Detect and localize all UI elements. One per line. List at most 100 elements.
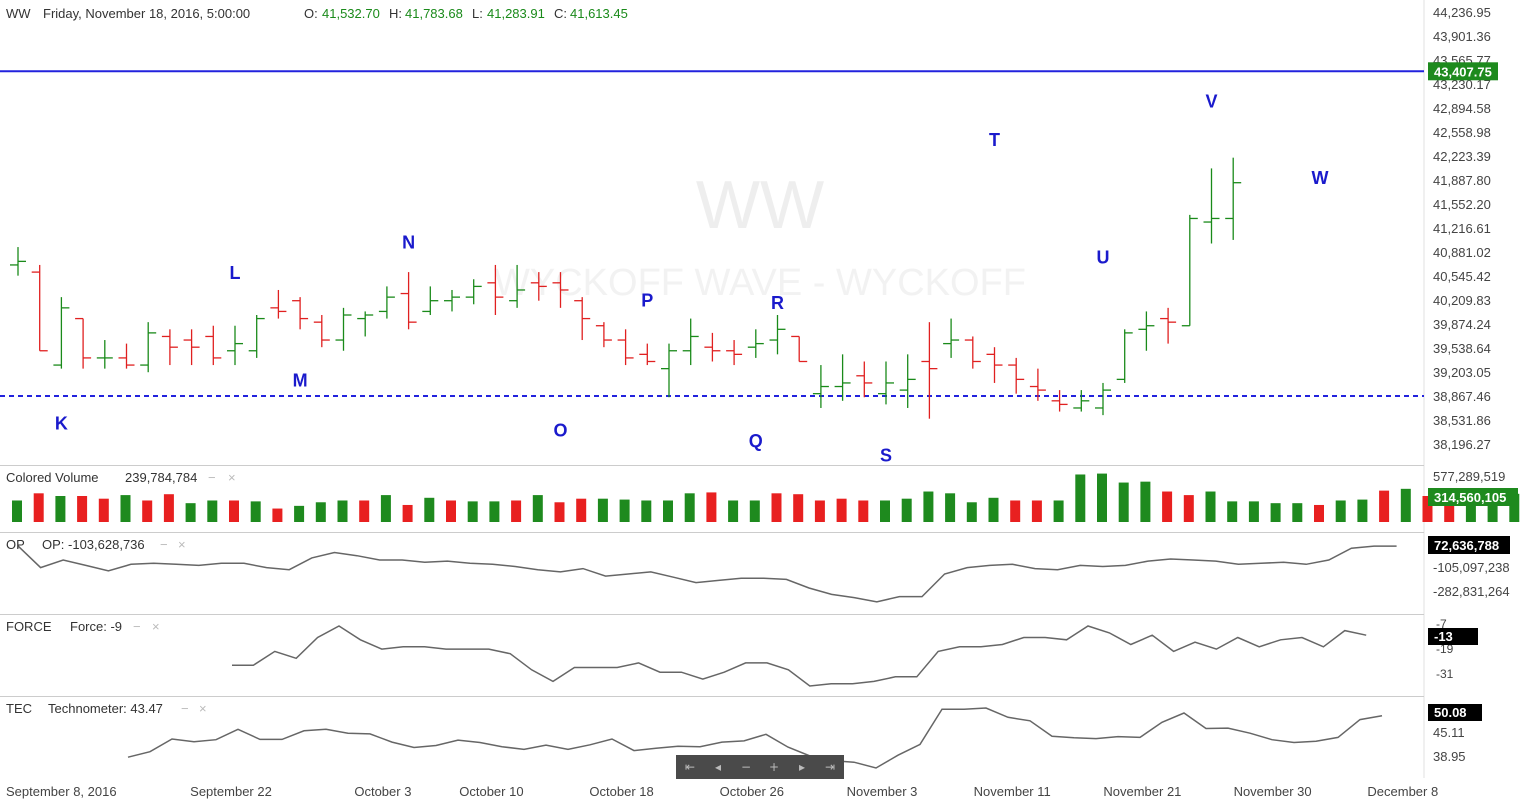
op-panel-minimize-icon[interactable]: − bbox=[160, 537, 168, 552]
last-price-tag bbox=[1428, 62, 1498, 81]
price-axis-tick-label: 43,901.36 bbox=[1433, 29, 1491, 44]
navigation-toolbar: ⇤ ◂ − + ▸ ⇥ bbox=[676, 755, 844, 779]
price-axis-tick-label: 38,531.86 bbox=[1433, 413, 1491, 428]
tec-last-tag bbox=[1428, 704, 1482, 721]
volume-bar bbox=[1183, 495, 1194, 522]
volume-bar bbox=[663, 500, 673, 522]
volume-bar bbox=[576, 498, 587, 522]
op-series-line bbox=[17, 545, 1397, 603]
x-axis-tick-label: October 3 bbox=[354, 784, 411, 799]
price-axis-tick-label: 42,223.39 bbox=[1433, 149, 1491, 164]
volume-bar bbox=[489, 501, 500, 522]
x-axis-tick-label: September 22 bbox=[190, 784, 272, 799]
volume-bar bbox=[597, 498, 608, 522]
op-last-label: 72,636,788 bbox=[1434, 538, 1499, 553]
volume-bar bbox=[359, 500, 370, 522]
volume-bar bbox=[619, 499, 630, 522]
volume-bar bbox=[163, 494, 174, 522]
tec-panel[interactable]: 45.11 38.95 50.08 bbox=[127, 704, 1482, 769]
watermark-symbol: WW bbox=[696, 167, 824, 243]
force-panel[interactable]: -7 -19 -31 -13 bbox=[232, 617, 1478, 687]
volume-bar bbox=[250, 501, 261, 522]
tec-tick-label: 38.95 bbox=[1433, 749, 1466, 764]
nav-first-icon[interactable]: ⇤ bbox=[684, 760, 696, 774]
volume-bar bbox=[446, 500, 456, 522]
price-axis-tick-label: 40,545.42 bbox=[1433, 269, 1491, 284]
wave-label-m: M bbox=[293, 370, 308, 390]
force-panel-close-icon[interactable]: × bbox=[152, 619, 160, 634]
price-axis-tick-label: 38,867.46 bbox=[1433, 389, 1491, 404]
wave-label-r: R bbox=[771, 293, 784, 313]
last-price-label: 43,407.75 bbox=[1434, 64, 1492, 79]
op-panel[interactable]: -105,097,238 -282,831,264 72,636,788 bbox=[17, 536, 1510, 603]
force-last-tag bbox=[1428, 628, 1478, 645]
x-axis-tick-label: October 26 bbox=[720, 784, 784, 799]
tec-last-label: 50.08 bbox=[1434, 705, 1467, 720]
volume-bar bbox=[923, 491, 934, 522]
volume-bar bbox=[901, 498, 912, 522]
volume-top-tick: 577,289,519 bbox=[1433, 469, 1505, 484]
op-tick-label: -282,831,264 bbox=[1433, 584, 1510, 599]
header-close-label: C: bbox=[554, 6, 567, 21]
x-axis-tick-label: November 11 bbox=[974, 784, 1051, 799]
force-tick-label: -7 bbox=[1436, 617, 1447, 631]
volume-bar bbox=[98, 498, 109, 522]
op-panel-value: OP: -103,628,736 bbox=[42, 537, 145, 552]
volume-bar bbox=[1357, 499, 1368, 522]
op-last-tag bbox=[1428, 536, 1510, 554]
volume-bar bbox=[315, 502, 326, 522]
nav-zoom-out-icon[interactable]: − bbox=[740, 760, 752, 774]
volume-last-tag bbox=[1428, 488, 1518, 506]
volume-panel-close-icon[interactable]: × bbox=[228, 470, 236, 485]
wave-label-l: L bbox=[230, 263, 241, 283]
volume-bar bbox=[988, 497, 999, 522]
price-axis-tick-label: 40,881.02 bbox=[1433, 245, 1491, 260]
volume-bar bbox=[120, 495, 131, 522]
volume-bar bbox=[793, 494, 804, 522]
wave-label-u: U bbox=[1097, 247, 1110, 267]
x-axis-tick-label: September 8, 2016 bbox=[6, 784, 117, 799]
nav-prev-icon[interactable]: ◂ bbox=[714, 760, 722, 774]
volume-bar bbox=[467, 501, 478, 522]
force-series-line bbox=[232, 625, 1367, 687]
volume-panel-title: Colored Volume bbox=[6, 470, 99, 485]
volume-bar bbox=[532, 495, 543, 522]
nav-next-icon[interactable]: ▸ bbox=[798, 760, 806, 774]
nav-last-icon[interactable]: ⇥ bbox=[824, 760, 836, 774]
volume-bar bbox=[858, 500, 869, 522]
volume-bar bbox=[1509, 493, 1520, 522]
volume-bar bbox=[1314, 504, 1324, 522]
volume-bar bbox=[1335, 500, 1346, 522]
x-axis-tick-label: December 8 bbox=[1367, 784, 1438, 799]
volume-bar bbox=[880, 500, 890, 522]
tec-panel-value: Technometer: 43.47 bbox=[48, 701, 163, 716]
volume-panel-minimize-icon[interactable]: − bbox=[208, 470, 216, 485]
op-panel-close-icon[interactable]: × bbox=[178, 537, 186, 552]
volume-bar bbox=[1292, 503, 1303, 522]
tec-panel-title: TEC bbox=[6, 701, 32, 716]
force-panel-minimize-icon[interactable]: − bbox=[133, 619, 141, 634]
x-axis-tick-label: November 3 bbox=[847, 784, 918, 799]
volume-bar bbox=[1487, 492, 1498, 522]
tec-panel-close-icon[interactable]: × bbox=[199, 701, 207, 716]
header-high-value: 41,783.68 bbox=[405, 6, 463, 21]
nav-zoom-in-icon[interactable]: + bbox=[768, 760, 780, 774]
header-datetime: Friday, November 18, 2016, 5:00:00 bbox=[43, 6, 250, 21]
header-open-label: O: bbox=[304, 6, 318, 21]
volume-bar bbox=[142, 500, 153, 522]
volume-bar bbox=[1010, 500, 1021, 522]
price-panel[interactable]: 44,236.9543,901.3643,565.7743,230.1742,8… bbox=[0, 5, 1498, 465]
volume-panel[interactable]: 577,289,519 314,560,105 bbox=[12, 469, 1520, 522]
force-panel-value: Force: -9 bbox=[70, 619, 122, 634]
tec-panel-minimize-icon[interactable]: − bbox=[181, 701, 189, 716]
volume-bar bbox=[33, 493, 44, 522]
price-axis-tick-label: 39,874.24 bbox=[1433, 317, 1491, 332]
force-panel-title: FORCE bbox=[6, 619, 52, 634]
volume-bar bbox=[1422, 496, 1433, 522]
price-axis-tick-label: 39,538.64 bbox=[1433, 341, 1491, 356]
price-axis-tick-label: 41,887.80 bbox=[1433, 173, 1491, 188]
wave-label-s: S bbox=[880, 445, 892, 465]
volume-bar bbox=[728, 500, 739, 522]
volume-bar bbox=[706, 492, 717, 522]
